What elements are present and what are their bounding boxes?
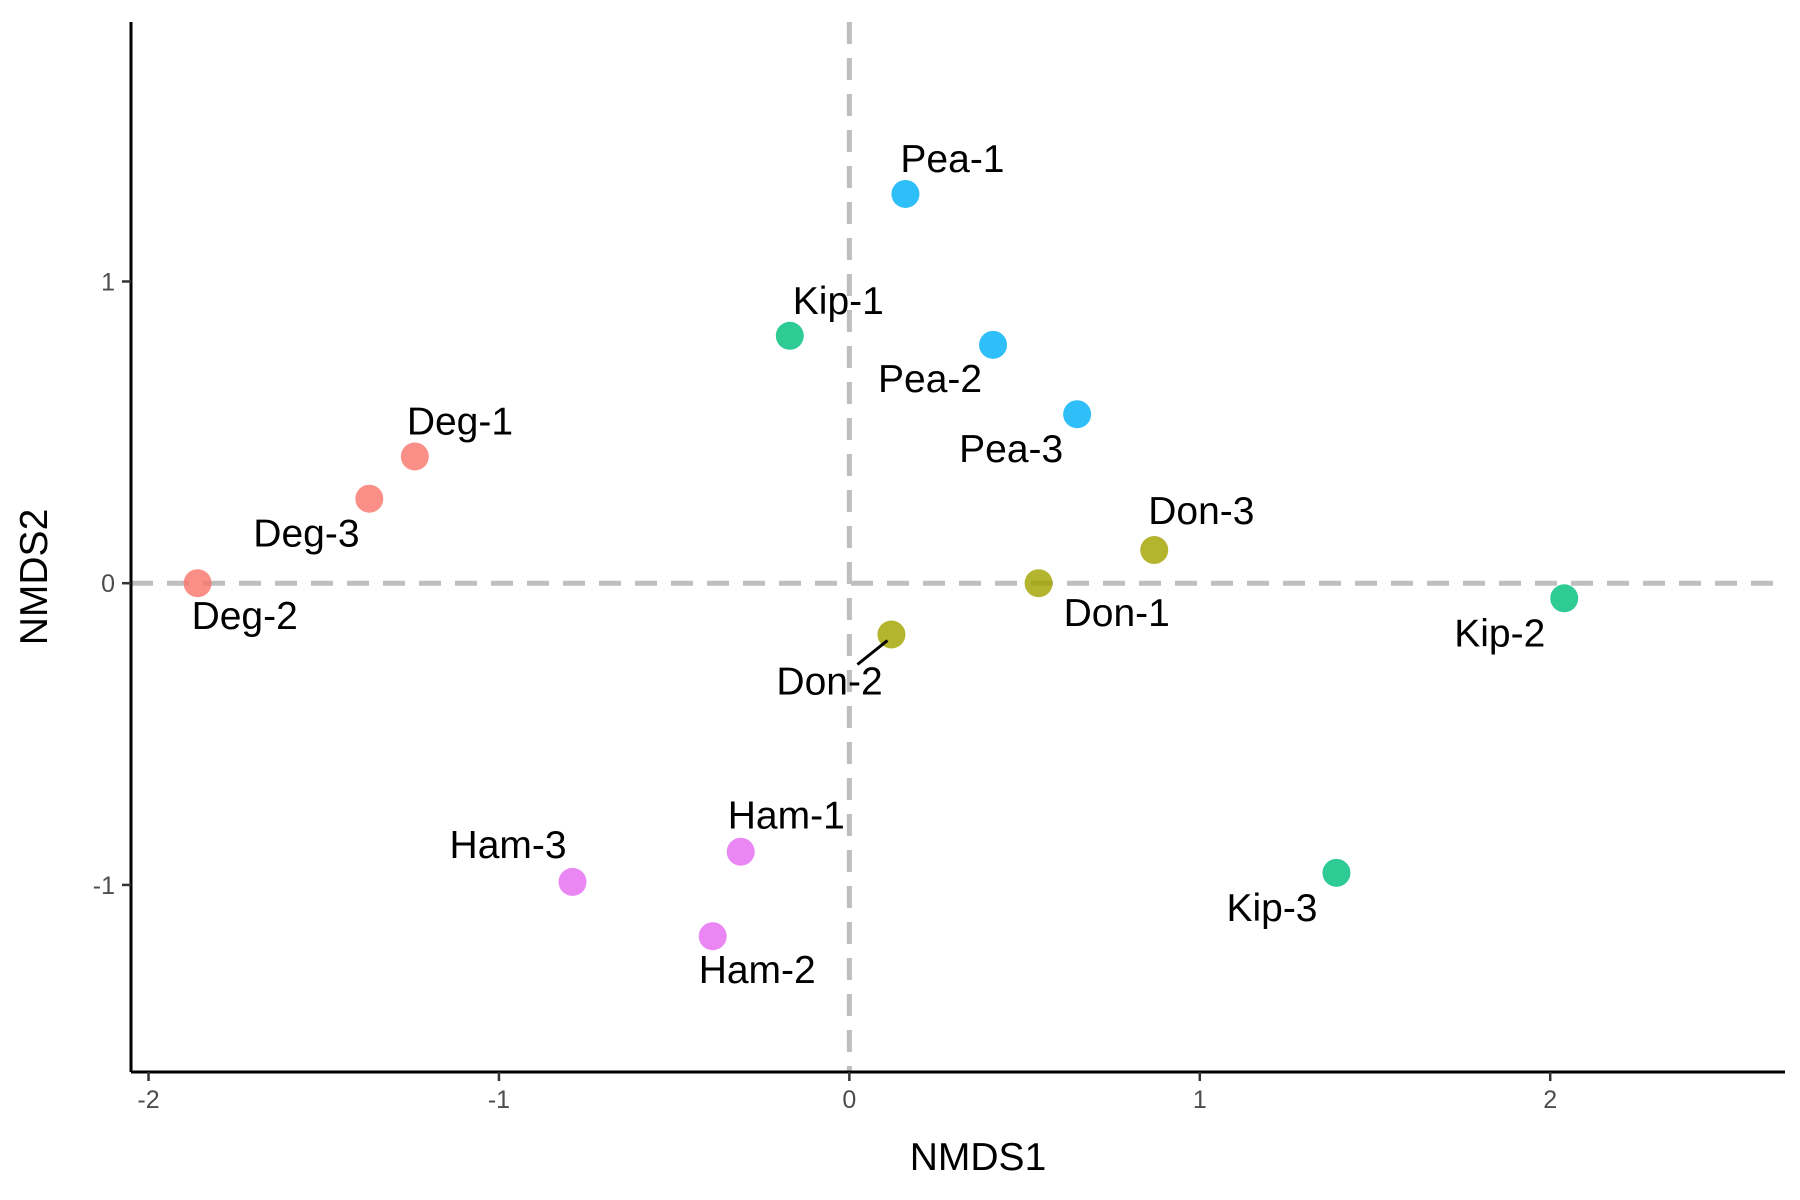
point-deg-3 <box>355 485 383 513</box>
point-kip-1 <box>776 322 804 350</box>
point-label-don-2: Don-2 <box>776 661 882 704</box>
point-label-don-1: Don-1 <box>1064 592 1170 635</box>
y-axis-ticks: -1 0 1 <box>93 268 131 899</box>
point-deg-2 <box>184 569 212 597</box>
point-label-ham-2: Ham-2 <box>699 949 816 992</box>
y-tick-label: 0 <box>101 570 115 598</box>
point-label-kip-1: Kip-1 <box>793 280 884 323</box>
point-ham-2 <box>699 922 727 950</box>
point-kip-2 <box>1550 584 1578 612</box>
point-label-ham-3: Ham-3 <box>450 824 567 867</box>
y-tick-label: -1 <box>93 872 115 900</box>
point-don-1 <box>1025 569 1053 597</box>
point-don-3 <box>1140 536 1168 564</box>
x-tick-label: 0 <box>842 1086 856 1114</box>
point-pea-2 <box>979 331 1007 359</box>
x-tick-label: 2 <box>1543 1086 1557 1114</box>
point-label-kip-3: Kip-3 <box>1226 887 1317 930</box>
point-kip-3 <box>1322 859 1350 887</box>
x-tick-label: -2 <box>137 1086 159 1114</box>
point-label-pea-3: Pea-3 <box>959 428 1063 471</box>
point-label-pea-1: Pea-1 <box>900 138 1004 181</box>
y-tick-label: 1 <box>101 268 115 296</box>
x-tick-label: -1 <box>488 1086 510 1114</box>
x-tick-label: 1 <box>1193 1086 1207 1114</box>
point-deg-1 <box>401 442 429 470</box>
y-axis-title: NMDS2 <box>13 509 56 646</box>
x-axis-ticks: -2 -1 0 1 2 <box>137 1072 1557 1114</box>
point-label-kip-2: Kip-2 <box>1454 612 1545 655</box>
point-label-deg-3: Deg-3 <box>253 513 359 556</box>
point-ham-3 <box>559 868 587 896</box>
point-pea-1 <box>891 180 919 208</box>
point-label-deg-2: Deg-2 <box>192 595 298 638</box>
point-label-deg-1: Deg-1 <box>407 400 513 443</box>
point-pea-3 <box>1063 400 1091 428</box>
point-ham-1 <box>727 838 755 866</box>
x-axis-title: NMDS1 <box>910 1136 1047 1179</box>
point-label-pea-2: Pea-2 <box>878 358 982 401</box>
point-label-ham-1: Ham-1 <box>728 795 845 838</box>
point-label-don-3: Don-3 <box>1148 490 1254 533</box>
